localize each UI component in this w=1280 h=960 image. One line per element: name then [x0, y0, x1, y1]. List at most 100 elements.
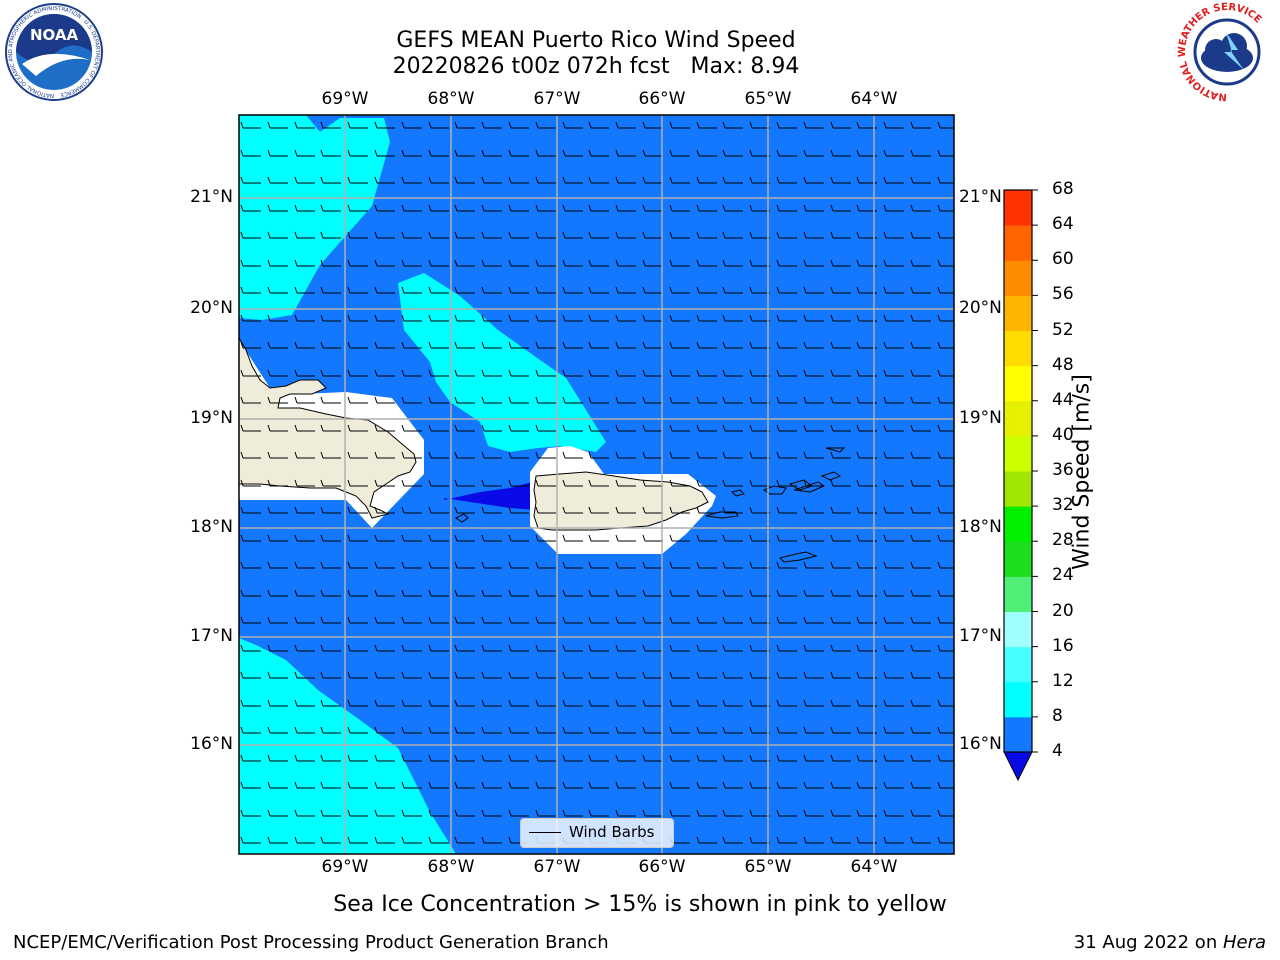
wind-barb — [347, 534, 368, 542]
wind-barb — [588, 699, 609, 707]
wind-barb — [562, 671, 583, 679]
wind-barb — [776, 424, 797, 432]
wind-barb — [508, 644, 529, 652]
wind-barb — [615, 616, 636, 624]
wind-barb — [937, 341, 954, 349]
wind-barb — [615, 589, 636, 597]
land-st-croix — [779, 551, 818, 563]
wind-barb — [803, 506, 824, 514]
wind-barb — [454, 699, 475, 707]
wind-barb — [910, 204, 931, 212]
wind-barb — [347, 396, 368, 404]
wind-barb — [776, 121, 797, 129]
wind-barb — [883, 699, 904, 707]
wind-barb — [642, 644, 663, 652]
wind-barb — [320, 561, 341, 569]
wind-barb — [830, 616, 851, 624]
wind-barb — [803, 451, 824, 459]
colorbar-band — [1004, 330, 1032, 367]
colorbar-band — [1004, 576, 1032, 612]
wind-barb — [320, 286, 341, 294]
wind-barb — [481, 506, 502, 514]
wind-barb — [937, 121, 954, 129]
wind-barb — [883, 424, 904, 432]
wind-barb — [642, 149, 663, 157]
wind-barb — [481, 726, 502, 734]
wind-barb — [749, 479, 770, 487]
wind-barb — [454, 286, 475, 294]
wind-barb — [508, 809, 529, 817]
wind-barb — [454, 479, 475, 487]
wind-barb — [615, 809, 636, 817]
wind-barb — [910, 121, 931, 129]
wind-barb — [776, 506, 797, 514]
wind-barb — [267, 369, 288, 377]
wind-barb — [454, 341, 475, 349]
wind-barb — [588, 231, 609, 239]
wind-barb — [267, 836, 288, 844]
wind-barb — [588, 121, 609, 129]
wind-barb — [562, 231, 583, 239]
wind-barb — [562, 176, 583, 184]
lat-label-right: 17°N — [959, 626, 1002, 646]
wind-barb — [374, 314, 395, 322]
lat-label-left: 19°N — [190, 408, 233, 428]
wind-barb — [642, 726, 663, 734]
wind-barb — [535, 561, 556, 569]
wind-barb — [535, 479, 556, 487]
wind-barb — [481, 644, 502, 652]
wind-barb — [669, 314, 690, 322]
wind-barb — [508, 121, 529, 129]
wind-barb — [749, 259, 770, 267]
wind-barb — [642, 341, 663, 349]
wind-barb — [642, 809, 663, 817]
wind-barb — [320, 589, 341, 597]
wind-barb — [320, 534, 341, 542]
wind-barb — [535, 644, 556, 652]
wind-barb — [588, 451, 609, 459]
wind-barb — [937, 314, 954, 322]
wind-barb — [481, 809, 502, 817]
wind-barb — [562, 424, 583, 432]
wind-barb — [615, 781, 636, 789]
wind-zone-northwest — [239, 115, 390, 320]
wind-barb — [615, 341, 636, 349]
wind-barb — [508, 286, 529, 294]
wind-barb — [320, 396, 341, 404]
wind-barb — [428, 314, 449, 322]
wind-barb — [749, 424, 770, 432]
wind-barb — [642, 754, 663, 762]
wind-barb — [481, 231, 502, 239]
wind-barb — [830, 644, 851, 652]
wind-barb — [347, 286, 368, 294]
wind-barb — [428, 534, 449, 542]
wind-barb — [454, 149, 475, 157]
wind-barb — [615, 396, 636, 404]
wind-barb — [481, 699, 502, 707]
wind-barb — [240, 259, 261, 267]
colorbar-tick-label: 44 — [1052, 389, 1074, 410]
wind-barb — [320, 204, 341, 212]
wind-barb — [294, 506, 315, 514]
wind-barb — [803, 561, 824, 569]
wind-barb — [481, 121, 502, 129]
wind-barb — [883, 479, 904, 487]
colorbar-tick-label: 40 — [1052, 424, 1074, 445]
wind-barb — [803, 699, 824, 707]
wind-barb — [910, 286, 931, 294]
graticule — [239, 115, 954, 854]
wind-barb — [267, 671, 288, 679]
wind-barb — [910, 341, 931, 349]
wind-barb — [562, 396, 583, 404]
lat-label-right: 19°N — [959, 408, 1002, 428]
lat-label-left: 16°N — [190, 734, 233, 754]
wind-barb — [294, 836, 315, 844]
wind-barb — [883, 506, 904, 514]
wind-barb — [749, 781, 770, 789]
wind-barb — [320, 836, 341, 844]
wind-barb — [481, 396, 502, 404]
wind-barb — [669, 506, 690, 514]
wind-barb — [937, 644, 954, 652]
wind-barb — [401, 561, 422, 569]
wind-barb — [642, 286, 663, 294]
